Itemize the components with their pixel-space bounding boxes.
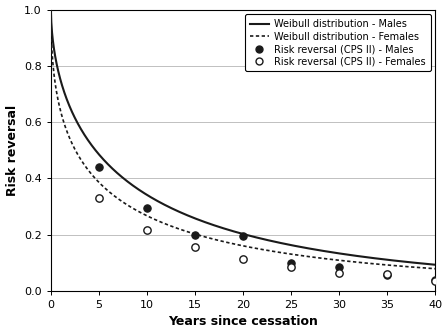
Legend: Weibull distribution - Males, Weibull distribution - Females, Risk reversal (CPS: Weibull distribution - Males, Weibull di… [245, 14, 431, 71]
Point [336, 264, 343, 270]
Point [95, 164, 103, 170]
Point [384, 273, 391, 278]
Point [95, 195, 103, 201]
Point [143, 228, 151, 233]
Point [240, 256, 247, 261]
Point [432, 278, 439, 283]
Point [432, 278, 439, 284]
Y-axis label: Risk reversal: Risk reversal [5, 105, 18, 196]
X-axis label: Years since cessation: Years since cessation [168, 315, 318, 328]
Point [384, 271, 391, 277]
Point [288, 264, 295, 270]
Point [288, 260, 295, 266]
Point [240, 233, 247, 239]
Point [191, 232, 198, 237]
Point [143, 205, 151, 210]
Point [336, 271, 343, 276]
Point [191, 244, 198, 250]
